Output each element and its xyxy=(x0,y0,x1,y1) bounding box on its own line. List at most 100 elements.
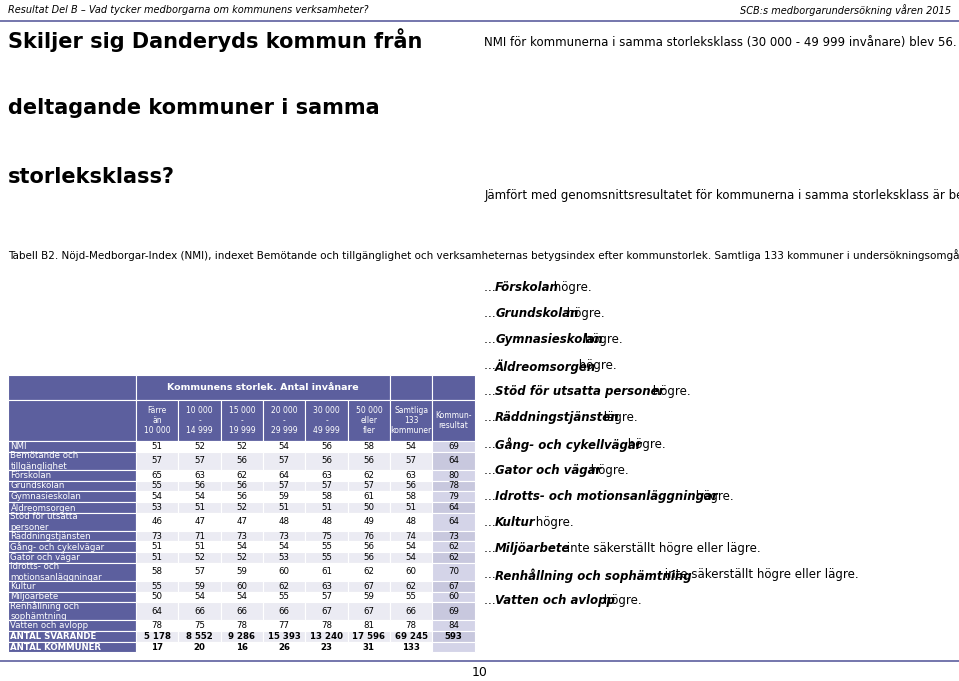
Bar xyxy=(178,481,221,492)
Text: Grundskolan: Grundskolan xyxy=(495,306,578,320)
Bar xyxy=(178,441,221,452)
Bar xyxy=(433,452,475,470)
Text: 52: 52 xyxy=(237,442,247,452)
Text: 67: 67 xyxy=(363,607,374,616)
Text: 30 000
-
49 999: 30 000 - 49 999 xyxy=(314,407,339,435)
Text: 60: 60 xyxy=(279,567,290,576)
Bar xyxy=(136,620,178,631)
Text: …: … xyxy=(484,464,500,477)
Bar xyxy=(305,400,348,441)
Bar xyxy=(178,603,221,620)
Bar xyxy=(390,530,433,541)
Bar xyxy=(433,375,475,400)
Bar xyxy=(348,620,390,631)
Text: Miljöarbete: Miljöarbete xyxy=(11,592,58,601)
Text: …: … xyxy=(484,595,500,607)
Bar xyxy=(433,603,475,620)
Text: …: … xyxy=(484,385,500,398)
Text: Miljöarbete: Miljöarbete xyxy=(495,542,571,555)
Text: Gator och vägar: Gator och vägar xyxy=(495,464,601,477)
Text: …: … xyxy=(484,411,500,424)
Text: 76: 76 xyxy=(363,531,374,541)
Bar xyxy=(136,513,178,530)
Text: 48: 48 xyxy=(279,518,290,526)
Text: 56: 56 xyxy=(363,456,374,465)
Text: 133: 133 xyxy=(402,642,420,652)
Text: Stöd för utsatta personer: Stöd för utsatta personer xyxy=(495,385,665,398)
Bar xyxy=(348,470,390,481)
Bar xyxy=(263,620,305,631)
Text: 59: 59 xyxy=(363,592,374,601)
Text: högre.: högre. xyxy=(550,281,592,294)
Bar xyxy=(433,620,475,631)
Text: 13 240: 13 240 xyxy=(310,631,343,641)
Bar xyxy=(221,620,263,631)
Text: högre.: högre. xyxy=(691,490,734,503)
Text: 54: 54 xyxy=(152,492,163,501)
Text: 56: 56 xyxy=(237,492,247,501)
Text: …: … xyxy=(484,438,500,451)
Text: 73: 73 xyxy=(279,531,290,541)
Bar xyxy=(433,581,475,592)
Text: Gymnasieskolan: Gymnasieskolan xyxy=(495,333,603,346)
Text: Förskolan: Förskolan xyxy=(11,471,52,479)
Bar xyxy=(178,452,221,470)
Bar xyxy=(263,481,305,492)
Bar xyxy=(178,642,221,652)
Text: 75: 75 xyxy=(321,531,332,541)
Bar xyxy=(136,400,178,441)
Text: 78: 78 xyxy=(406,621,417,630)
Text: 81: 81 xyxy=(363,621,374,630)
Bar xyxy=(8,470,136,481)
Bar xyxy=(136,603,178,620)
Bar xyxy=(178,400,221,441)
Text: 17: 17 xyxy=(152,642,163,652)
Bar xyxy=(8,481,136,492)
Bar xyxy=(348,400,390,441)
Bar xyxy=(263,470,305,481)
Bar xyxy=(221,603,263,620)
Text: 56: 56 xyxy=(363,542,374,552)
Bar xyxy=(136,470,178,481)
Bar xyxy=(348,452,390,470)
Bar xyxy=(433,441,475,452)
Bar xyxy=(433,503,475,513)
Text: 55: 55 xyxy=(321,553,332,563)
Text: Bemötande och
tillgänglighet: Bemötande och tillgänglighet xyxy=(11,452,79,471)
Text: Kultur: Kultur xyxy=(495,516,536,529)
Bar xyxy=(178,503,221,513)
Text: 52: 52 xyxy=(237,503,247,512)
Bar xyxy=(348,441,390,452)
Text: 15 000
-
19 999: 15 000 - 19 999 xyxy=(228,407,255,435)
Text: 53: 53 xyxy=(279,553,290,563)
Bar xyxy=(263,530,305,541)
Bar xyxy=(305,513,348,530)
Bar xyxy=(263,631,305,642)
Bar xyxy=(390,592,433,603)
Text: Räddningstjänsten: Räddningstjänsten xyxy=(11,531,91,541)
Text: 75: 75 xyxy=(194,621,205,630)
Text: 48: 48 xyxy=(321,518,332,526)
Bar xyxy=(221,631,263,642)
Bar xyxy=(136,503,178,513)
Bar xyxy=(136,441,178,452)
Bar xyxy=(305,470,348,481)
Text: lägre.: lägre. xyxy=(599,411,638,424)
Text: Färre
än
10 000: Färre än 10 000 xyxy=(144,407,171,435)
Text: 61: 61 xyxy=(321,567,332,576)
Text: 58: 58 xyxy=(321,492,332,501)
Text: 77: 77 xyxy=(279,621,290,630)
Text: 57: 57 xyxy=(321,481,332,490)
Text: Skiljer sig Danderyds kommun från: Skiljer sig Danderyds kommun från xyxy=(8,29,422,52)
Text: deltagande kommuner i samma: deltagande kommuner i samma xyxy=(8,98,380,118)
Bar xyxy=(136,541,178,552)
Bar xyxy=(305,452,348,470)
Text: 58: 58 xyxy=(363,442,374,452)
Text: 57: 57 xyxy=(321,592,332,601)
Text: …: … xyxy=(484,542,500,555)
Text: SCB:s medborgarundersökning våren 2015: SCB:s medborgarundersökning våren 2015 xyxy=(740,4,951,16)
Text: 56: 56 xyxy=(237,456,247,465)
Bar xyxy=(263,552,305,563)
Bar xyxy=(136,375,390,400)
Text: 62: 62 xyxy=(448,553,459,563)
